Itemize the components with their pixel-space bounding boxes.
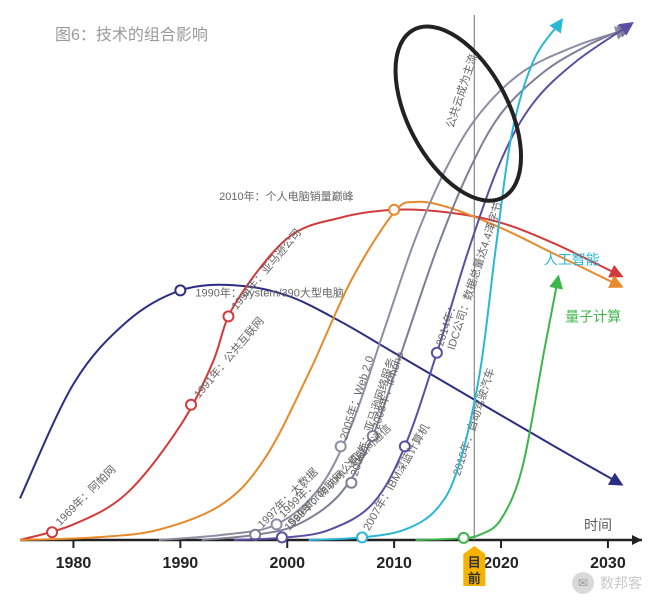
milestone-label-group: 1991年：公共互联网 (191, 314, 267, 401)
x-axis-label: 时间 (584, 517, 612, 533)
milestone-dot (277, 532, 287, 542)
x-tick: 1990 (163, 555, 199, 572)
milestone-label-group: 1990年：System/390大型电脑 (195, 285, 344, 299)
series-label-quantum: 量子计算 (565, 309, 621, 325)
x-tick: 2010 (376, 555, 412, 572)
milestone-dot (223, 311, 233, 321)
milestone-dot (175, 285, 185, 295)
curve-cloud (202, 28, 627, 540)
series-label-ai: 人工智能 (544, 251, 600, 267)
wechat-icon: ✉ (572, 572, 594, 594)
milestone-dot (357, 532, 367, 542)
milestone-label: 2010年：自动驾驶汽车 (449, 366, 497, 477)
milestone-dot (336, 441, 346, 451)
x-tick: 2030 (590, 555, 626, 572)
milestone-label-group: 2010年：自动驾驶汽车 (449, 366, 497, 477)
milestone-dot (186, 400, 196, 410)
watermark-text: 数邦客 (600, 573, 642, 593)
curve-bigdata_iot (234, 25, 630, 540)
x-tick: 2020 (483, 555, 519, 572)
chart-container: 图6：技术的组合影响 1980 1990 2000 2010 2020 2030 时间目前 19… (0, 0, 660, 612)
x-tick: 1980 (56, 555, 92, 572)
milestone-label: 1990年：System/390大型电脑 (195, 285, 344, 299)
milestone-label: 2010年：个人电脑销量巅峰 (219, 189, 353, 203)
x-tick: 2000 (269, 555, 305, 572)
milestone-dot (47, 527, 57, 537)
milestone-dot (459, 533, 469, 543)
milestone-label-group: 2010年：个人电脑销量巅峰 (219, 189, 353, 203)
milestone-dot (432, 348, 442, 358)
milestone-label-group: 2014年：IDC公司：数据总量达4.4泽字节 (432, 196, 505, 352)
svg-text:目: 目 (468, 555, 481, 570)
milestone-dot (389, 205, 399, 215)
watermark: ✉ 数邦客 (572, 572, 642, 594)
chart-svg: 图6：技术的组合影响 1980 1990 2000 2010 2020 2030 时间目前 19… (0, 0, 660, 612)
milestone-dot (346, 478, 356, 488)
svg-text:前: 前 (468, 571, 481, 586)
chart-title: 图6：技术的组合影响 (55, 26, 208, 44)
milestone-label: 1991年：公共互联网 (191, 314, 267, 401)
